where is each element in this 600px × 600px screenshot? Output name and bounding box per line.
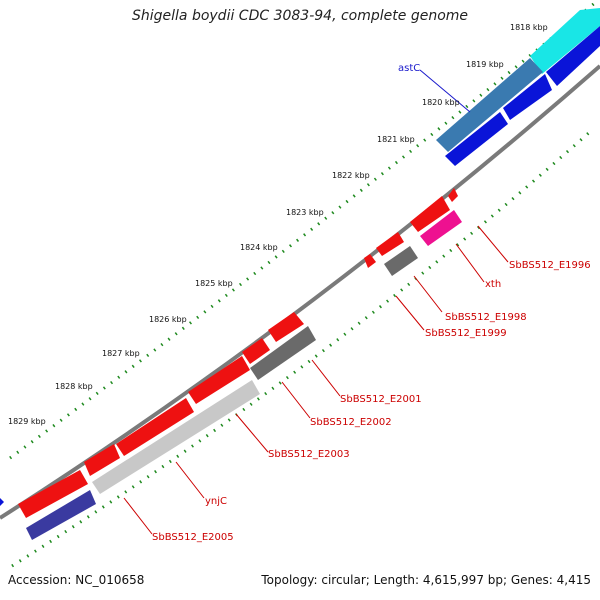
gene-cyan-1818[interactable] — [530, 8, 600, 74]
gene-blue-a[interactable] — [546, 26, 600, 86]
gene-red-1996-tip[interactable] — [448, 188, 458, 202]
gene-red-ynjC[interactable] — [84, 444, 120, 476]
tick-1821: 1821 kbp — [377, 135, 415, 144]
gene-gray-2001[interactable] — [250, 326, 316, 380]
leader-e1998 — [413, 275, 443, 313]
outer-scale-ring — [9, 0, 597, 460]
label-SbBS512_E2003[interactable]: SbBS512_E2003 — [268, 449, 350, 460]
label-ynjC[interactable]: ynjC — [205, 496, 227, 507]
tick-1825: 1825 kbp — [195, 279, 233, 288]
tick-1824: 1824 kbp — [240, 243, 278, 252]
leader-e2002 — [281, 381, 311, 419]
gene-pink-xth[interactable] — [420, 210, 462, 246]
leader-e2005 — [123, 497, 153, 535]
gene-blue-b[interactable] — [503, 74, 552, 120]
tick-1822: 1822 kbp — [332, 171, 370, 180]
tick-1827: 1827 kbp — [102, 349, 140, 358]
gene-navy-2005[interactable] — [26, 490, 96, 540]
label-SbBS512_E2002[interactable]: SbBS512_E2002 — [310, 417, 392, 428]
tick-1819: 1819 kbp — [466, 60, 504, 69]
leader-e2001 — [311, 359, 341, 397]
gene-lightgray-ynjC[interactable] — [92, 380, 260, 494]
gene-red-2003[interactable] — [188, 356, 250, 404]
leader-astC — [419, 69, 471, 113]
genome-summary-text: Topology: circular; Length: 4,615,997 bp… — [261, 573, 591, 587]
gene-blue-edge[interactable] — [0, 498, 4, 506]
gene-steel-astC[interactable] — [436, 58, 543, 152]
label-SbBS512_E1999[interactable]: SbBS512_E1999 — [425, 328, 507, 339]
accession-text: Accession: NC_010658 — [8, 573, 145, 587]
gene-red-2002[interactable] — [242, 338, 270, 364]
leader-e1996 — [477, 225, 509, 263]
tick-1828: 1828 kbp — [55, 382, 93, 391]
leader-xth — [455, 243, 485, 283]
label-SbBS512_E1998[interactable]: SbBS512_E1998 — [445, 312, 527, 323]
label-xth[interactable]: xth — [485, 279, 501, 290]
tick-1818: 1818 kbp — [510, 23, 548, 32]
gene-gray-1999[interactable] — [384, 246, 418, 276]
leader-e2003 — [235, 413, 269, 453]
tick-1826: 1826 kbp — [149, 315, 187, 324]
gene-red-2001[interactable] — [268, 312, 304, 342]
tick-1823: 1823 kbp — [286, 208, 324, 217]
tick-1829: 1829 kbp — [8, 417, 46, 426]
gene-red-1996[interactable] — [410, 196, 450, 232]
leader-e1999 — [395, 295, 425, 331]
gene-red-1998[interactable] — [376, 232, 404, 256]
gene-blue-c[interactable] — [445, 112, 508, 166]
tick-1820: 1820 kbp — [422, 98, 460, 107]
label-SbBS512_E1996[interactable]: SbBS512_E1996 — [509, 260, 591, 271]
label-SbBS512_E2005[interactable]: SbBS512_E2005 — [152, 532, 234, 543]
leader-ynjC — [175, 461, 205, 499]
label-SbBS512_E2001[interactable]: SbBS512_E2001 — [340, 394, 422, 405]
gene-red-2003b[interactable] — [116, 398, 194, 456]
label-astC[interactable]: astC — [398, 63, 420, 74]
gene-red-2005[interactable] — [18, 470, 88, 518]
map-title: Shigella boydii CDC 3083-94, complete ge… — [131, 8, 469, 24]
gene-red-small[interactable] — [364, 254, 376, 268]
